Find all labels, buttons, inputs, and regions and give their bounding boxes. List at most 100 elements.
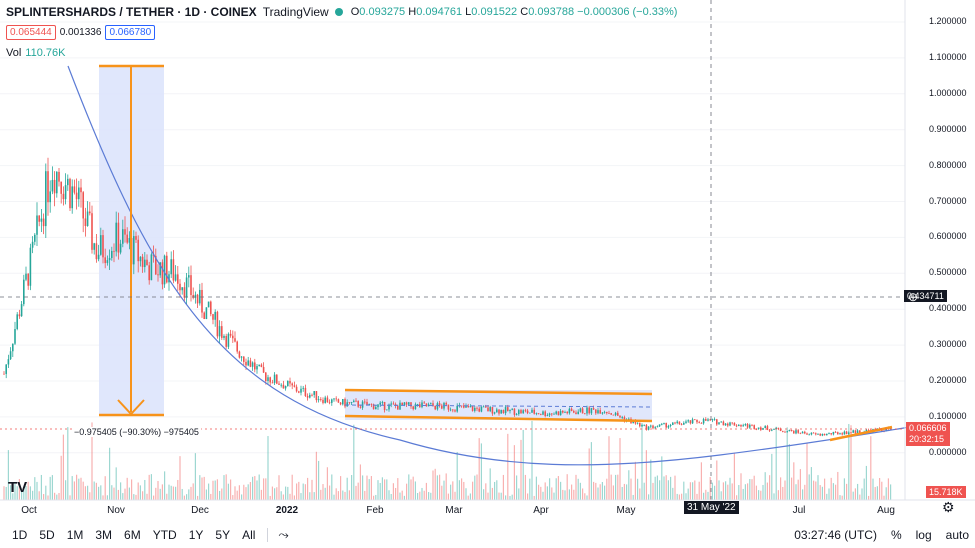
volume-bar xyxy=(681,493,683,500)
percent-toggle[interactable]: % xyxy=(890,528,902,542)
candle-body xyxy=(364,401,366,403)
log-toggle[interactable]: log xyxy=(915,528,932,542)
volume-bar xyxy=(652,482,654,500)
timeframe-button[interactable]: YTD xyxy=(152,528,177,542)
candle-body xyxy=(632,420,634,424)
candle-body xyxy=(113,250,115,252)
volume-bar xyxy=(760,490,762,500)
candle-body xyxy=(161,262,164,285)
candle-body xyxy=(720,421,722,423)
volume-bar xyxy=(601,482,603,500)
volume-bar xyxy=(674,475,676,500)
volume-bar xyxy=(210,493,212,500)
volume-bar xyxy=(370,476,372,500)
volume-bar xyxy=(705,489,707,500)
add-alert-icon[interactable]: ⊕ xyxy=(908,290,919,304)
candle-body xyxy=(597,410,599,414)
candle-body xyxy=(819,433,821,436)
candle-body xyxy=(674,422,676,424)
timeframe-button[interactable]: 1M xyxy=(66,528,84,542)
candle-body xyxy=(359,406,362,408)
timeframe-button[interactable]: 5D xyxy=(39,528,55,542)
settings-gear-icon[interactable]: ⚙ xyxy=(942,499,955,515)
volume-bar xyxy=(593,481,595,500)
volume-bar xyxy=(766,482,768,500)
candle-body xyxy=(322,399,324,403)
candle-body xyxy=(333,398,335,400)
volume-bar xyxy=(588,448,590,500)
timeframe-button[interactable]: All xyxy=(242,528,256,542)
utc-clock[interactable]: 03:27:46 (UTC) xyxy=(794,528,877,542)
candle-body xyxy=(452,409,454,411)
volume-bar xyxy=(582,488,584,500)
timeframe-button[interactable]: 5Y xyxy=(215,528,231,542)
candle-body xyxy=(372,404,375,410)
buy-price-tag[interactable]: 0.066780 xyxy=(105,25,156,40)
volume-bar xyxy=(38,491,40,500)
volume-bar xyxy=(813,480,815,500)
candle-body xyxy=(419,404,421,408)
volume-bar xyxy=(654,476,656,500)
volume-bar xyxy=(357,482,359,500)
candle-body xyxy=(828,433,830,434)
candle-body xyxy=(641,424,643,427)
volume-bar xyxy=(727,484,729,500)
timeframe-button[interactable]: 1D xyxy=(12,528,28,542)
auto-toggle[interactable]: auto xyxy=(945,528,969,542)
candle-body xyxy=(650,425,652,427)
candle-body xyxy=(225,335,227,347)
ohlc-values: O0.093275 H0.094761 L0.091522 C0.093788 … xyxy=(350,6,678,18)
volume-bar xyxy=(786,427,788,500)
candle-body xyxy=(482,406,485,408)
volume-bar xyxy=(804,484,806,500)
candle-body xyxy=(282,384,285,389)
candle-body xyxy=(795,430,797,434)
volume-bar xyxy=(791,477,793,500)
volume-bar xyxy=(555,478,557,500)
volume-bar xyxy=(157,481,159,500)
date-range-icon[interactable]: ⤳ xyxy=(278,527,289,542)
candle-body xyxy=(93,243,95,250)
timeframe-button[interactable]: 3M xyxy=(95,528,113,542)
symbol-title[interactable]: SPLINTERSHARDS / TETHER · 1D · COINEX xyxy=(6,5,257,19)
candle-body xyxy=(344,399,346,407)
candle-body xyxy=(199,289,201,304)
timeframe-button[interactable]: 6M xyxy=(124,528,141,542)
candle-body xyxy=(51,179,54,192)
volume-bar xyxy=(309,492,311,500)
volume-bar xyxy=(265,478,267,500)
sell-price-tag[interactable]: 0.065444 xyxy=(6,25,56,40)
volume-bar xyxy=(227,483,229,500)
volume-bar xyxy=(324,487,326,500)
candle-body xyxy=(535,413,538,415)
candle-body xyxy=(205,307,208,320)
volume-bar xyxy=(67,427,69,500)
volume-bar xyxy=(498,492,500,500)
volume-bar xyxy=(428,492,430,500)
candle-body xyxy=(16,314,18,329)
candle-body xyxy=(324,397,326,403)
volume-bar xyxy=(439,474,441,500)
volume-bar xyxy=(643,482,645,500)
volume-bar xyxy=(355,485,357,500)
volume-bar xyxy=(106,495,108,500)
candle-body xyxy=(553,413,555,415)
timeframe-button[interactable]: 1Y xyxy=(188,528,204,542)
candle-body xyxy=(368,403,370,406)
volume-bar xyxy=(551,487,553,500)
volume-bar xyxy=(7,450,9,500)
candles xyxy=(3,157,892,437)
price-tick-label: 0.200000 xyxy=(929,375,967,385)
volume-bar xyxy=(14,483,16,500)
volume-bar xyxy=(186,494,188,500)
candle-body xyxy=(775,427,777,430)
volume-bar xyxy=(12,493,14,500)
candle-body xyxy=(718,422,720,425)
volume-bar xyxy=(135,494,137,500)
candle-body xyxy=(595,409,597,414)
time-tick-label: Oct xyxy=(21,505,37,516)
volume-bar xyxy=(505,495,507,500)
candle-body xyxy=(502,410,505,414)
candle-body xyxy=(746,424,749,428)
